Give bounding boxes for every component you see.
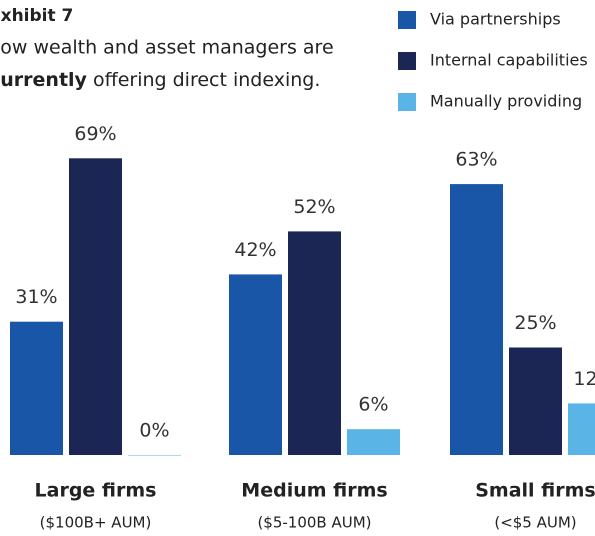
- legend-swatch: [398, 52, 416, 70]
- bar: [509, 347, 562, 455]
- legend-swatch: [398, 11, 416, 29]
- category-note: (<$5 AUM): [494, 514, 576, 532]
- bar: [69, 158, 122, 456]
- category-label: Medium firms: [241, 480, 387, 502]
- chart-title: Exhibit 7: [0, 6, 73, 26]
- category-label: Small firms: [475, 480, 595, 502]
- value-label: 12%: [573, 368, 595, 390]
- value-label: 6%: [358, 394, 388, 416]
- bar: [347, 429, 400, 455]
- legend-label: Manually providing: [430, 92, 582, 111]
- subtitle: currently offering direct indexing.: [0, 69, 320, 91]
- bar: [229, 274, 282, 455]
- value-label: 63%: [455, 149, 497, 171]
- bar: [568, 403, 595, 455]
- category-note: ($5-100B AUM): [257, 514, 371, 532]
- value-label: 0%: [139, 420, 169, 442]
- value-label: 52%: [293, 196, 335, 218]
- bar: [288, 231, 341, 455]
- subtitle-rest: offering direct indexing.: [87, 69, 320, 91]
- legend-swatch: [398, 93, 416, 111]
- value-label: 31%: [15, 286, 57, 308]
- category-note: ($100B+ AUM): [40, 514, 152, 532]
- bar: [128, 455, 181, 456]
- category-label: Large firms: [35, 480, 157, 502]
- legend-label: Via partnerships: [430, 10, 561, 29]
- legend-label: Internal capabilities: [430, 51, 588, 70]
- value-label: 25%: [514, 312, 556, 334]
- subtitle: How wealth and asset managers are: [0, 37, 334, 59]
- value-label: 69%: [74, 123, 116, 145]
- bar: [450, 184, 503, 455]
- subtitle-bold: currently: [0, 69, 88, 91]
- bar: [10, 321, 63, 455]
- value-label: 42%: [234, 239, 276, 261]
